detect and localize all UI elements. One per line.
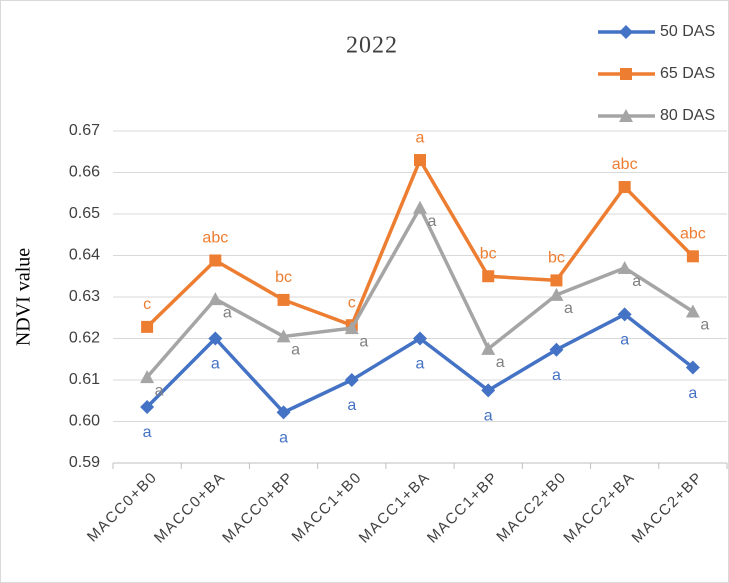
legend-marker [619,109,633,122]
point [482,270,495,283]
point [686,250,699,263]
data-label: a [564,300,573,317]
data-label: a [143,424,152,441]
y-axis-label: NDVI value [13,248,35,346]
data-label: a [359,333,368,350]
point [276,405,291,420]
data-label: c [143,296,151,313]
data-label: a [496,354,505,371]
point [277,293,290,306]
data-label: bc [480,245,497,262]
data-label: a [155,382,164,399]
point [685,360,700,375]
point [617,307,632,322]
y-tick-label: 0.63 [69,288,100,305]
y-tick-label: 0.64 [69,247,100,264]
legend-marker [619,25,633,39]
y-tick-label: 0.61 [69,371,100,388]
data-label: a [700,317,709,334]
point [414,154,426,167]
data-label: a [211,356,220,373]
data-label: a [279,430,288,447]
point [549,342,564,357]
legend-label: 50 DAS [660,23,715,40]
point [140,399,155,414]
point [413,331,427,346]
y-tick-label: 0.67 [69,122,100,139]
point [549,287,564,301]
point [208,292,223,306]
data-label: a [620,332,629,349]
point [481,341,496,355]
point [618,181,631,194]
data-label: a [484,408,493,425]
point [413,200,427,214]
point [617,260,632,274]
y-tick-label: 0.59 [69,454,100,471]
y-tick-label: 0.60 [69,413,100,430]
data-label: a [552,367,561,384]
point [481,383,496,398]
data-label: a [223,304,232,321]
data-label: a [347,397,356,414]
y-tick-label: 0.62 [69,330,100,347]
point [209,254,222,267]
point [140,370,155,384]
data-label: bc [548,250,565,267]
data-label: abc [680,226,706,243]
point [685,304,700,318]
data-label: a [291,342,300,359]
data-label: a [416,356,425,373]
point [344,373,359,387]
data-label: a [632,273,641,290]
chart-title: 2022 [346,33,398,59]
point [344,321,359,335]
y-tick-label: 0.65 [69,205,100,222]
data-label: c [348,294,356,311]
legend-marker [620,68,632,80]
y-tick-label: 0.66 [69,164,100,181]
data-label: abc [612,156,638,173]
data-label: bc [275,269,292,286]
point [208,331,223,346]
legend-label: 65 DAS [660,65,715,82]
point [141,320,154,333]
legend-label: 80 DAS [660,107,715,124]
point [276,329,291,343]
point [550,274,563,287]
data-label: a [416,129,425,146]
data-label: abc [202,230,228,247]
data-label: a [428,213,437,230]
data-label: a [688,385,697,402]
